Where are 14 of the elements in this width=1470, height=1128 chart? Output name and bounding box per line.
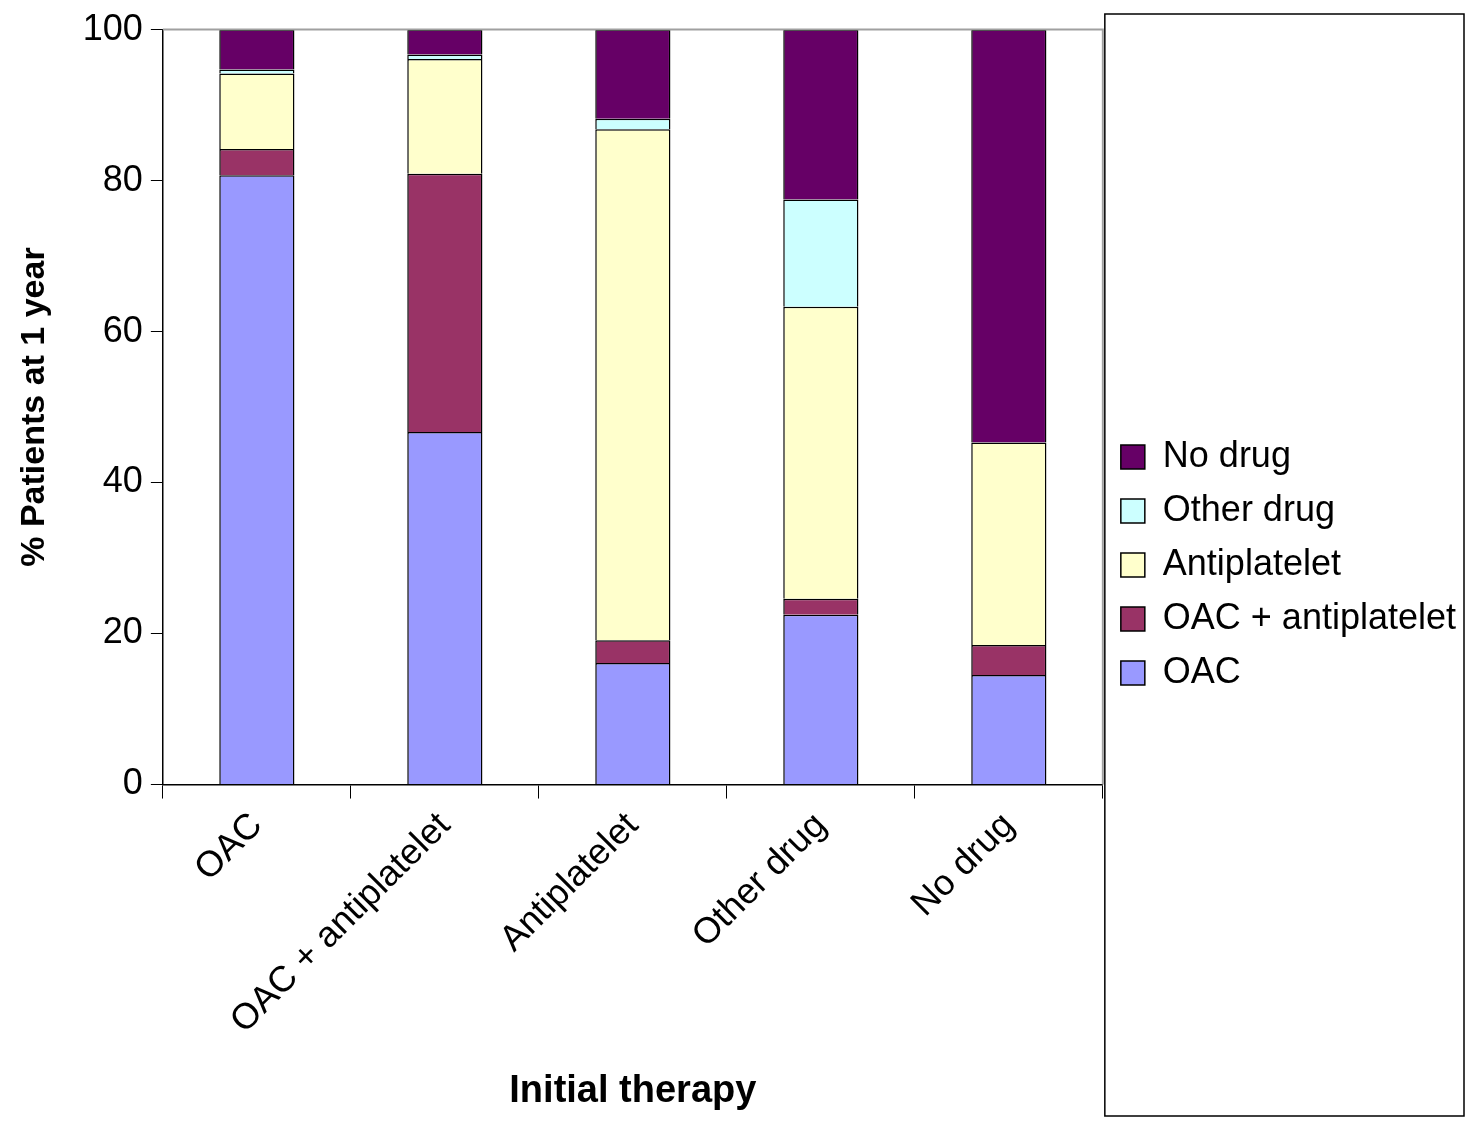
x-tick-label: No drug — [901, 803, 1022, 924]
y-tick-label: 20 — [102, 610, 143, 652]
legend-label: Other drug — [1162, 487, 1335, 529]
y-tick-label: 40 — [102, 459, 143, 501]
legend-label: No drug — [1162, 433, 1291, 475]
legend-label: OAC — [1162, 649, 1241, 691]
legend-label: Antiplatelet — [1162, 541, 1341, 583]
y-tick-label: 80 — [102, 157, 143, 199]
y-axis-title: % Patients at 1 year — [12, 247, 51, 567]
y-tick-label: 60 — [102, 308, 143, 350]
y-tick-label: 100 — [82, 6, 143, 48]
legend-label: OAC + antiplatelet — [1162, 595, 1456, 637]
x-axis-title: Initial therapy — [509, 1067, 757, 1110]
y-tick-label: 0 — [122, 761, 143, 803]
